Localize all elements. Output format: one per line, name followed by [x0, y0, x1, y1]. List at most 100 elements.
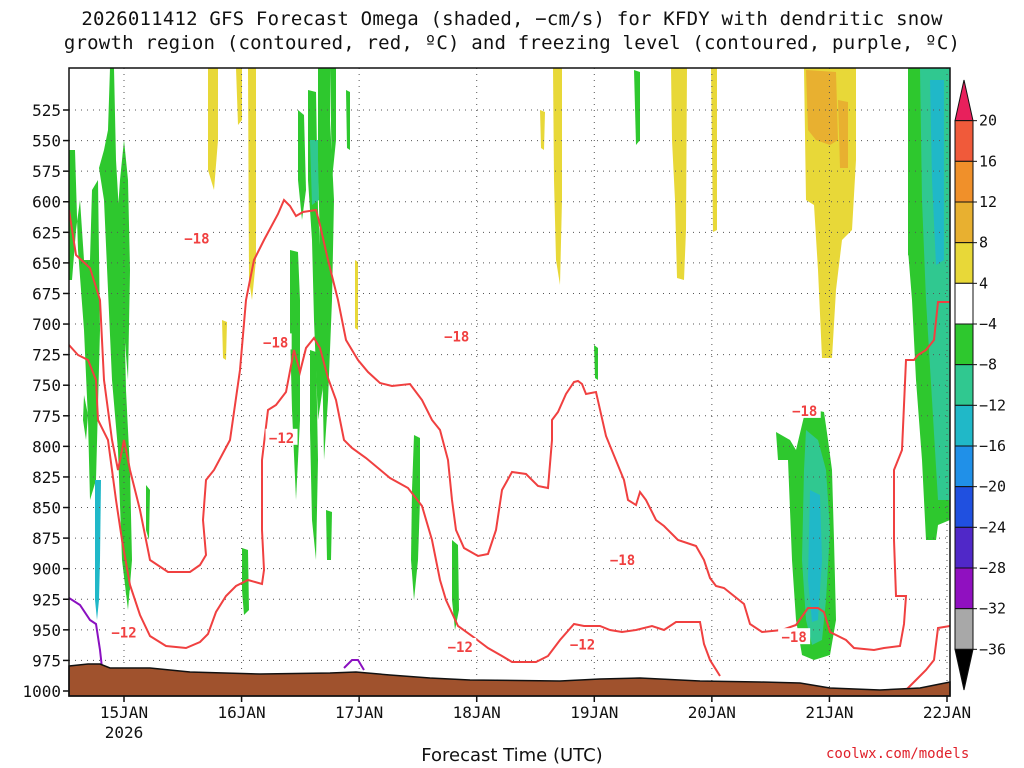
- contour-label-background: [606, 551, 639, 568]
- y-tick-label: 875: [32, 529, 61, 548]
- colorbar-top-triangle: [954, 79, 974, 122]
- contour-label-background: [108, 623, 140, 640]
- colorbar-label: −8: [979, 356, 997, 374]
- omega-green-region: [634, 70, 640, 145]
- colorbar-label: 12: [979, 193, 997, 211]
- colorbar-segment: [954, 364, 974, 406]
- colorbar-label: 20: [979, 112, 997, 130]
- colorbar-bottom-triangle: [954, 648, 974, 691]
- omega-green-region: [69, 150, 100, 500]
- omega-green-region: [326, 510, 332, 560]
- y-tick-label: 675: [32, 284, 61, 303]
- y-tick-label: 525: [32, 101, 61, 120]
- omega-lightblue-region: [808, 490, 822, 622]
- colorbar-label: −36: [979, 640, 1006, 658]
- chart-title-line-1: 2026011412 GFS Forecast Omega (shaded, −…: [81, 8, 943, 30]
- dendritic-growth-contours: [69, 198, 950, 691]
- contour-label: −18: [444, 329, 469, 345]
- y-tick-label: 575: [32, 162, 61, 181]
- x-axis-title: Forecast Time (UTC): [421, 745, 603, 766]
- y-tick-label: 650: [32, 254, 61, 273]
- x-tick-label: 20JAN: [688, 703, 736, 722]
- omega-teal-region: [310, 140, 319, 205]
- y-tick-label: 725: [32, 346, 61, 365]
- contour-minus18-line: [69, 198, 950, 652]
- contour-label-background: [259, 333, 292, 350]
- contour-minus12-line: [69, 336, 721, 677]
- colorbar-label: 16: [979, 152, 997, 170]
- colorbar-label: −32: [979, 600, 1006, 618]
- contour-label: −12: [269, 431, 294, 447]
- y-tick-label: 625: [32, 223, 61, 242]
- y-tick-label: 550: [32, 132, 61, 151]
- colorbar-segment: [954, 404, 974, 447]
- contour-label: −12: [570, 638, 595, 654]
- freezing-level-contours: [69, 597, 365, 671]
- colorbar-segment: [954, 486, 974, 528]
- colorbar-label: −28: [979, 559, 1006, 577]
- omega-green-region: [99, 68, 132, 610]
- x-tick-label: 17JAN: [335, 703, 383, 722]
- y-tick-label: 900: [32, 560, 61, 579]
- contour-label: −18: [263, 335, 288, 351]
- y-tick-label: 975: [32, 651, 61, 670]
- x-tick-label: 22JAN: [923, 703, 971, 722]
- omega-lightblue-region: [930, 80, 944, 265]
- y-tick-label: 850: [32, 499, 61, 518]
- x-tick-label: 16JAN: [217, 703, 265, 722]
- x-tick-label: 21JAN: [805, 703, 853, 722]
- omega-orange-region: [838, 100, 848, 168]
- colorbar-segment: [954, 445, 974, 488]
- omega-teal-region: [95, 480, 101, 620]
- omega-green-region: [346, 90, 350, 150]
- y-axis: 525 550 575 600 625 650 675 700 725 750 775 800 825 8…: [22, 101, 69, 701]
- freezing-level-line: [343, 659, 365, 671]
- y-tick-label: 925: [32, 590, 61, 609]
- freezing-level-line: [69, 597, 103, 669]
- contour-label-background: [440, 327, 473, 344]
- contour-label: −18: [610, 553, 635, 569]
- contour-label: −12: [111, 625, 136, 641]
- y-tick-label: 950: [32, 621, 61, 640]
- contour-label: −18: [184, 231, 209, 247]
- contour-label: −18: [782, 630, 807, 646]
- contour-label: −18: [792, 404, 817, 420]
- omega-green-region: [318, 68, 334, 460]
- y-tick-label: 750: [32, 376, 61, 395]
- y-tick-label: 700: [32, 315, 61, 334]
- omega-yellow-region: [248, 68, 256, 300]
- plot-frame: [68, 67, 951, 697]
- omega-orange-region: [806, 70, 838, 145]
- omega-green-region: [298, 110, 306, 220]
- colorbar-label: −20: [979, 478, 1006, 496]
- contour-label: −12: [448, 640, 473, 656]
- contour-labels: −18 −18 −12 −18 −18 −18 −18 −12 −12 −12: [108, 229, 821, 656]
- omega-yellow-region: [222, 320, 227, 360]
- colorbar-segment: [954, 323, 974, 366]
- omega-green-region: [146, 485, 150, 540]
- omega-yellow-region: [355, 260, 358, 330]
- colorbar-label: −12: [979, 396, 1006, 414]
- y-tick-label: 775: [32, 407, 61, 426]
- contour-label-background: [265, 428, 298, 445]
- omega-green-region: [452, 540, 459, 630]
- x-tick-sublabel: 2026: [105, 723, 144, 742]
- contour-label-background: [444, 637, 477, 654]
- x-tick-label: 19JAN: [570, 703, 618, 722]
- omega-green-region: [330, 68, 336, 180]
- y-tick-label: 825: [32, 468, 61, 487]
- contour-minus12-line: [905, 625, 950, 691]
- colorbar-segment: [954, 608, 974, 650]
- omega-green-region: [124, 560, 130, 595]
- x-tick-label: 18JAN: [453, 703, 501, 722]
- terrain-surface: [68, 663, 951, 697]
- contour-label-background: [778, 628, 811, 645]
- omega-yellow-region: [236, 68, 242, 125]
- y-tick-label: 800: [32, 437, 61, 456]
- credit-link[interactable]: coolwx.com/models: [826, 746, 970, 762]
- omega-yellow-region: [208, 68, 218, 190]
- colorbar-segment: [954, 526, 974, 569]
- omega-green-region: [594, 345, 598, 380]
